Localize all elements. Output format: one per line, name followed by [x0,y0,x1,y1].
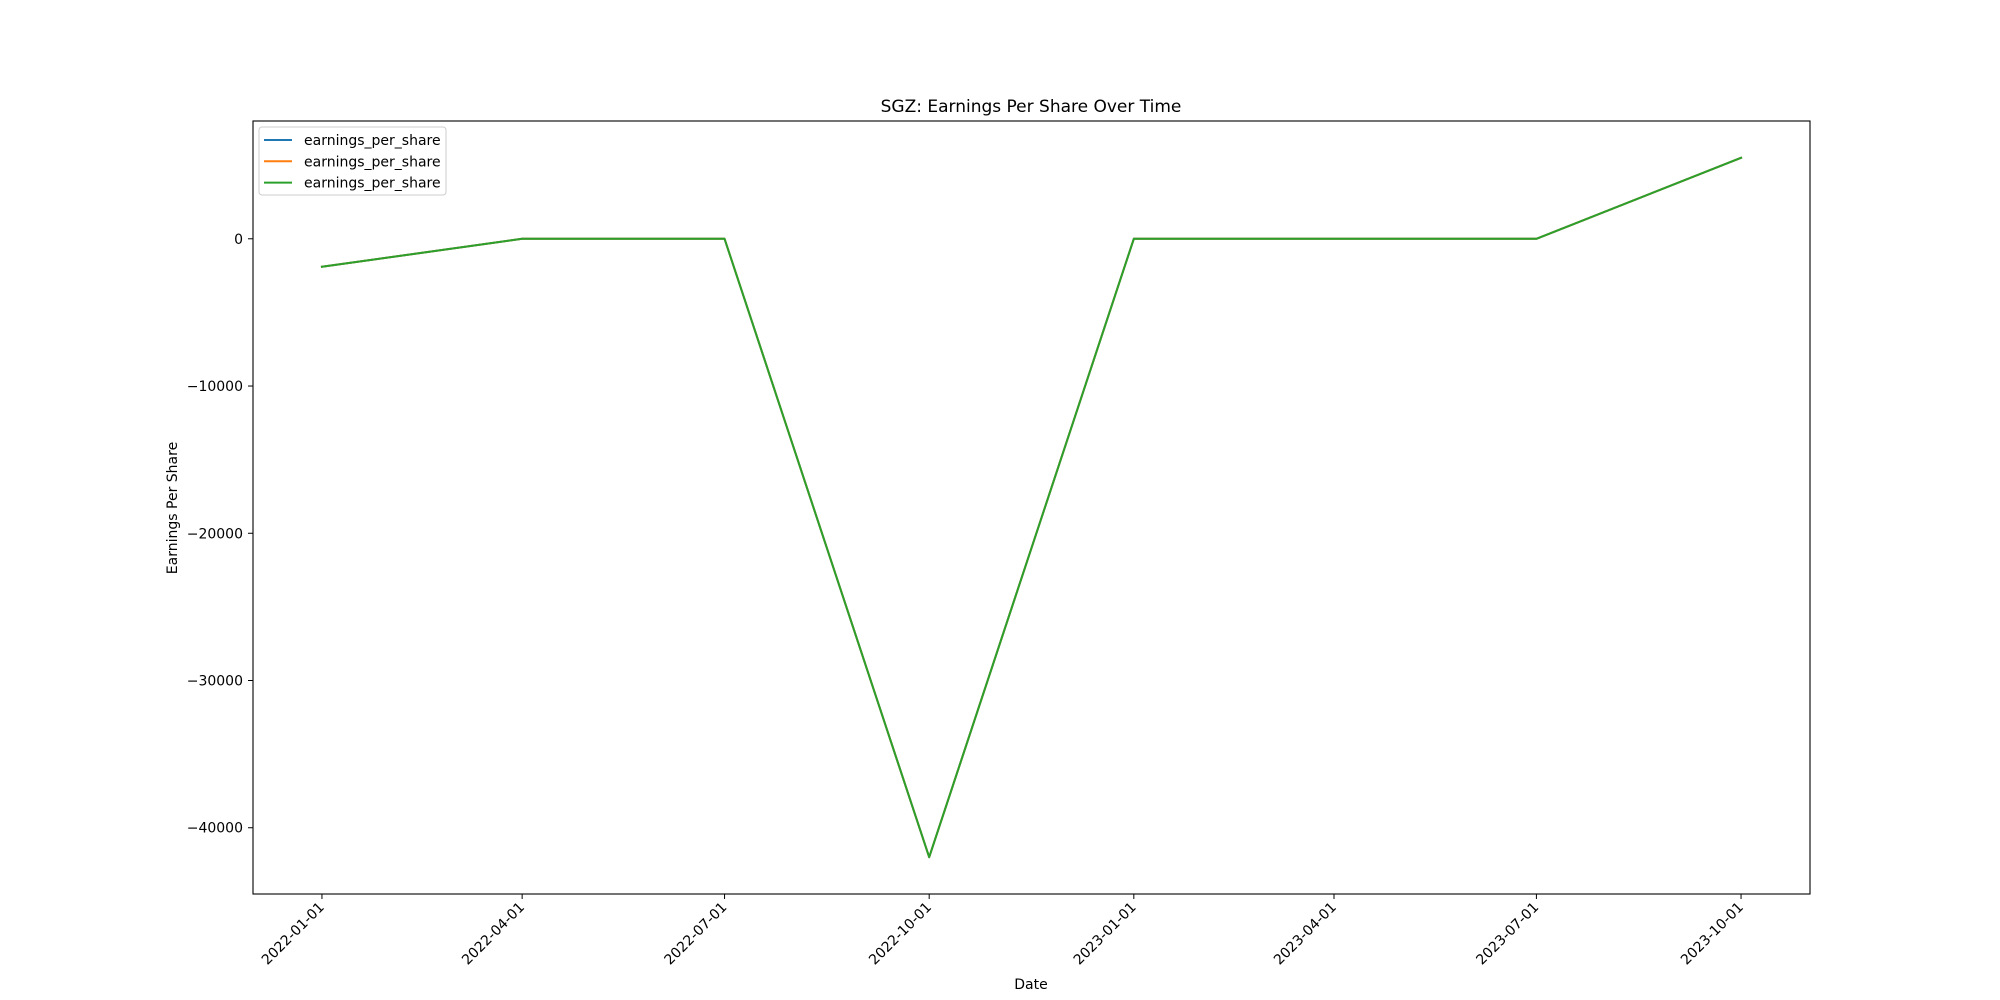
plot-area [252,120,1811,895]
legend-box [258,126,447,196]
legend-label-0: earnings_per_share [304,133,441,149]
y-tick-label: 0 [234,232,243,248]
legend: earnings_per_shareearnings_per_shareearn… [258,126,447,196]
legend-label-2: earnings_per_share [304,176,441,192]
chart-title: SGZ: Earnings Per Share Over Time [881,97,1182,117]
x-axis-label: Date [1014,977,1047,993]
y-tick-label: −30000 [187,674,243,690]
y-tick-label: −20000 [187,526,243,542]
y-tick-label: −40000 [187,821,243,837]
y-axis-label: Earnings Per Share [165,442,181,574]
y-tick-label: −10000 [187,379,243,395]
y-axis: 0 −10000 −20000 −30000 −40000 [187,232,253,837]
series-layer [320,156,1743,859]
series-line-2 [320,156,1743,859]
legend-label-1: earnings_per_share [304,154,441,170]
legend-entries: earnings_per_shareearnings_per_shareearn… [264,133,441,192]
plot-frame [252,120,1811,895]
